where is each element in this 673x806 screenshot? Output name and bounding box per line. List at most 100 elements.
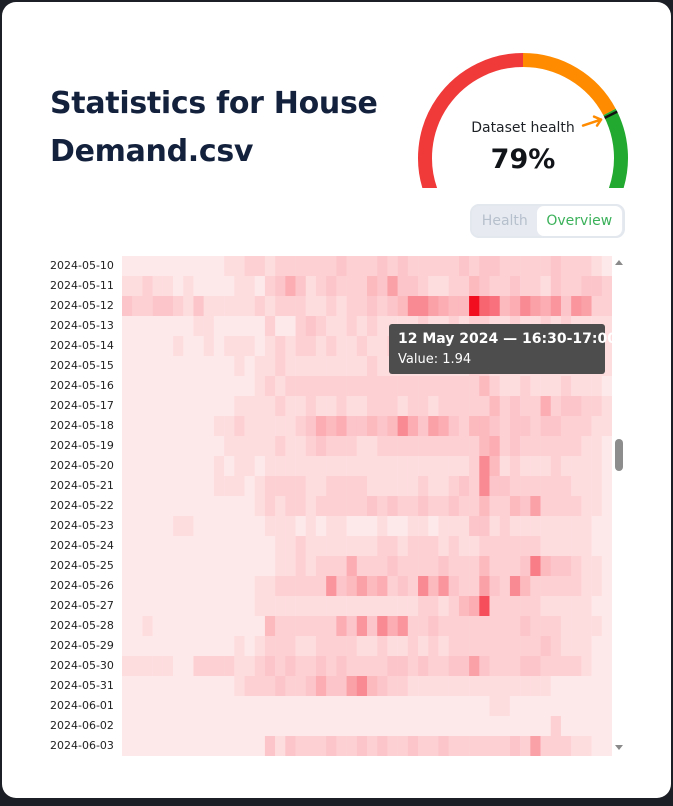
heatmap-cell[interactable] [122,336,133,356]
heatmap-cell[interactable] [305,496,317,516]
heatmap-cell[interactable] [152,256,164,276]
heatmap-cell[interactable] [499,436,511,456]
heatmap-cell[interactable] [315,316,327,336]
heatmap-cell[interactable] [193,556,204,576]
heatmap-cell[interactable] [458,636,470,656]
heatmap-cell[interactable] [530,516,541,536]
heatmap-cell[interactable] [336,416,347,436]
heatmap-cell[interactable] [469,596,480,616]
heatmap-cell[interactable] [520,696,531,716]
heatmap-cell[interactable] [387,536,398,556]
heatmap-cell[interactable] [591,636,603,656]
heatmap-cell[interactable] [244,616,256,636]
heatmap-cell[interactable] [162,696,174,716]
heatmap-cell[interactable] [315,676,327,696]
heatmap-cell[interactable] [326,396,337,416]
heatmap-cell[interactable] [244,516,256,536]
heatmap-cell[interactable] [520,516,531,536]
heatmap-cell[interactable] [367,556,378,576]
heatmap-cell[interactable] [428,436,439,456]
heatmap-cell[interactable] [275,736,286,756]
heatmap-cell[interactable] [193,696,204,716]
heatmap-cell[interactable] [234,596,245,616]
heatmap-cell[interactable] [152,576,164,596]
heatmap-cell[interactable] [183,256,194,276]
heatmap-cell[interactable] [520,476,531,496]
heatmap-cell[interactable] [224,396,235,416]
heatmap-cell[interactable] [224,536,235,556]
heatmap-cell[interactable] [234,556,245,576]
heatmap-cell[interactable] [254,456,266,476]
heatmap-cell[interactable] [224,316,235,336]
heatmap-cell[interactable] [356,596,368,616]
heatmap-cell[interactable] [418,496,429,516]
heatmap-cell[interactable] [203,416,215,436]
heatmap-cell[interactable] [173,356,184,376]
heatmap-cell[interactable] [550,276,562,296]
heatmap-cell[interactable] [203,256,215,276]
heatmap-cell[interactable] [162,256,174,276]
heatmap-cell[interactable] [367,596,378,616]
heatmap-cell[interactable] [520,456,531,476]
heatmap-cell[interactable] [122,256,133,276]
heatmap-cell[interactable] [152,356,164,376]
heatmap-cell[interactable] [193,596,204,616]
heatmap-cell[interactable] [489,676,501,696]
heatmap-cell[interactable] [346,416,358,436]
heatmap-cell[interactable] [367,716,378,736]
heatmap-cell[interactable] [591,416,603,436]
heatmap-cell[interactable] [509,256,521,276]
heatmap-cell[interactable] [234,376,245,396]
heatmap-cell[interactable] [571,736,582,756]
heatmap-cell[interactable] [326,476,337,496]
heatmap-cell[interactable] [305,616,317,636]
heatmap-cell[interactable] [336,396,347,416]
heatmap-cell[interactable] [285,496,296,516]
heatmap-cell[interactable] [581,656,592,676]
heatmap-cell[interactable] [407,736,419,756]
heatmap-cell[interactable] [438,456,449,476]
heatmap-cell[interactable] [122,396,133,416]
heatmap-cell[interactable] [326,676,337,696]
heatmap-cell[interactable] [571,456,582,476]
heatmap-cell[interactable] [142,556,153,576]
heatmap-cell[interactable] [234,356,245,376]
heatmap-cell[interactable] [173,416,184,436]
heatmap-cell[interactable] [336,636,347,656]
heatmap-cell[interactable] [326,696,337,716]
heatmap-cell[interactable] [530,536,541,556]
heatmap-cell[interactable] [407,396,419,416]
heatmap-cell[interactable] [152,556,164,576]
heatmap-cell[interactable] [275,616,286,636]
heatmap-cell[interactable] [142,636,153,656]
heatmap-cell[interactable] [346,576,358,596]
heatmap-cell[interactable] [448,516,460,536]
heatmap-cell[interactable] [367,356,378,376]
heatmap-cell[interactable] [254,656,266,676]
heatmap-cell[interactable] [397,376,409,396]
heatmap-cell[interactable] [367,316,378,336]
heatmap-cell[interactable] [142,656,153,676]
heatmap-cell[interactable] [203,436,215,456]
heatmap-cell[interactable] [601,616,612,636]
heatmap-cell[interactable] [264,636,276,656]
heatmap-cell[interactable] [122,676,133,696]
heatmap-cell[interactable] [377,636,388,656]
heatmap-cell[interactable] [326,736,337,756]
heatmap-cell[interactable] [407,456,419,476]
heatmap-cell[interactable] [458,716,470,736]
heatmap-cell[interactable] [346,296,358,316]
heatmap-cell[interactable] [275,556,286,576]
heatmap-cell[interactable] [346,516,358,536]
heatmap-cell[interactable] [418,276,429,296]
heatmap-cell[interactable] [295,356,307,376]
heatmap-cell[interactable] [295,476,307,496]
heatmap-cell[interactable] [469,436,480,456]
heatmap-cell[interactable] [193,436,204,456]
heatmap-cell[interactable] [346,676,358,696]
heatmap-cell[interactable] [428,676,439,696]
heatmap-cell[interactable] [428,616,439,636]
heatmap-cell[interactable] [560,696,572,716]
heatmap-cell[interactable] [152,636,164,656]
heatmap-cell[interactable] [428,576,439,596]
